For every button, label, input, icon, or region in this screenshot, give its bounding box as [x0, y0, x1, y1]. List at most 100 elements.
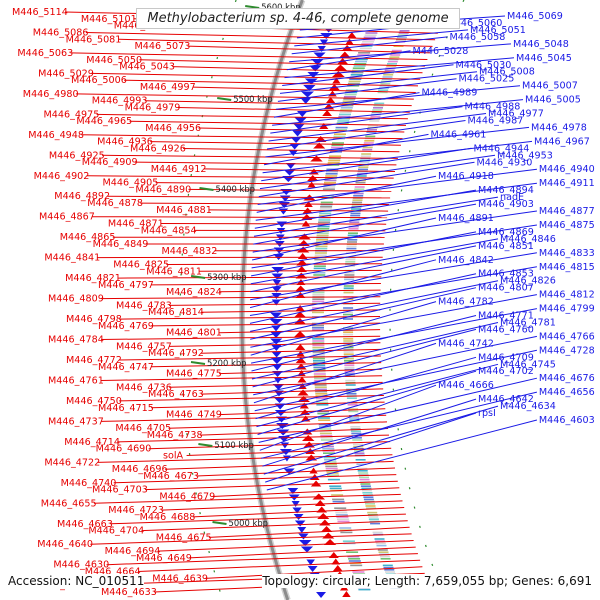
gene-label-right: M446_4642	[478, 394, 534, 405]
forward-strand-feature	[317, 46, 326, 52]
gene-label-left: M446_5073	[135, 41, 191, 52]
reverse-strand-feature	[328, 90, 337, 97]
gene-label-left: M446_4784	[48, 335, 104, 346]
cog-band-segment	[355, 181, 366, 184]
cog-band-segment	[351, 432, 362, 435]
cog-band-segment	[313, 272, 326, 274]
cog-band-segment	[355, 459, 366, 461]
gene-label-right: M446_4676	[539, 373, 595, 384]
reverse-strand-feature	[310, 155, 323, 162]
cog-band-segment	[369, 120, 380, 122]
scale-tick-label: 5000 kbp	[229, 518, 268, 528]
cog-band-segment	[342, 540, 355, 542]
cog-band-segment	[317, 225, 330, 228]
connector-line-right	[273, 92, 420, 118]
gene-label-left: M446_4690	[96, 444, 152, 455]
cog-band-segment	[368, 516, 379, 518]
cog-band-segment	[365, 505, 376, 507]
gene-label-right: M446_4953	[497, 150, 553, 161]
gene-label-left: M446_4664	[85, 567, 141, 578]
cog-band-segment	[316, 234, 329, 237]
gene-labels: M446_5114M446_5101M446_5094M446_5086M446…	[12, 7, 595, 598]
cog-band-segment	[337, 118, 350, 120]
cog-band-segment	[315, 245, 328, 248]
forward-strand-feature	[273, 397, 286, 403]
cog-band-segment	[393, 45, 404, 47]
cog-band-segment	[330, 148, 343, 151]
connector-line-left	[151, 401, 385, 409]
connector-line-right	[277, 78, 457, 102]
cog-band-segment	[343, 338, 354, 340]
cog-band-segment	[325, 173, 338, 175]
connector-line-left	[219, 329, 381, 334]
connector-line-right	[257, 370, 477, 435]
cog-band-segment	[314, 377, 327, 380]
cog-band-segment	[344, 93, 357, 96]
connector-line-right	[259, 384, 437, 451]
connector-line-left	[86, 175, 394, 179]
gene-label-left: M446_4936	[97, 137, 153, 148]
cog-band-segment	[337, 120, 350, 122]
cog-band-segment	[356, 175, 367, 177]
reverse-strand-feature	[301, 435, 315, 441]
connector-line-left	[96, 113, 408, 120]
gene-label-right: M446_4833	[539, 248, 595, 259]
gene-label-right: M446_4760	[478, 324, 534, 335]
scale-tick-label: 5600 kbp	[261, 2, 300, 12]
reverse-strand-feature	[307, 181, 316, 188]
gene-label-left: M446_4630	[53, 560, 109, 571]
gene-label-right: M446_5008	[479, 67, 535, 78]
cog-band-segment	[352, 571, 365, 573]
gene-label-left: M446_4909	[82, 157, 138, 168]
cog-band-segment	[342, 100, 355, 102]
cog-band-segment	[343, 346, 354, 349]
cog-band-segment	[331, 494, 344, 496]
gene-label-left: M446_4714	[64, 437, 120, 448]
connector-line-right	[250, 245, 477, 293]
connector-line-left	[148, 441, 391, 450]
cog-band-segment	[339, 113, 351, 116]
reverse-strand-feature	[319, 519, 331, 526]
forward-strand-feature	[293, 124, 305, 130]
gene-label-right: M446_4782	[438, 297, 494, 308]
gene-label-left: M446_4925	[49, 150, 105, 161]
forward-strand-feature	[319, 39, 329, 46]
gene-label-left: M446_4655	[41, 498, 97, 509]
cog-band-segment	[383, 74, 394, 76]
cog-band-segment	[329, 487, 342, 490]
cog-band-segment	[315, 393, 328, 395]
cog-band-segment	[312, 357, 325, 360]
gene-label-left: M446_4763	[148, 389, 204, 400]
cog-band-segment	[360, 483, 371, 485]
connector-line-left	[198, 127, 405, 133]
connector-line-left	[118, 38, 433, 47]
reverse-strand-feature	[322, 532, 335, 539]
gene-label-right: M446_5025	[459, 74, 515, 85]
gene-label-right: M446_4940	[539, 164, 595, 175]
gene-label-left: M446_4750	[66, 396, 122, 407]
gene-label-left: M446_4747	[98, 362, 154, 373]
reverse-strand-feature	[297, 376, 307, 383]
cog-band-segment	[355, 58, 368, 61]
cog-band-segment	[370, 522, 381, 525]
connector-line-right	[266, 120, 466, 150]
cog-band-segment	[356, 463, 367, 465]
cog-band-segment	[328, 157, 341, 160]
cog-band-segment	[319, 428, 332, 430]
cog-band-segment	[350, 212, 361, 215]
gene-label-left: M446_4705	[115, 423, 171, 434]
cog-band-segment	[346, 245, 357, 248]
gene-label-left: M446_4792	[148, 348, 204, 359]
connector-line-left	[151, 322, 381, 327]
gene-label-left: M446_4821	[65, 273, 121, 284]
gene-label-left: M446_4749	[166, 410, 222, 421]
connector-line-right	[291, 36, 448, 55]
cog-band-segment	[349, 417, 360, 419]
cog-band-segment	[376, 544, 387, 547]
gene-label-left: M446_4865	[60, 232, 116, 243]
cog-band-segment	[340, 531, 353, 534]
cog-band-segment	[326, 170, 338, 173]
gene-label-right: M446_4656	[539, 387, 595, 398]
cog-band-segment	[348, 408, 359, 410]
